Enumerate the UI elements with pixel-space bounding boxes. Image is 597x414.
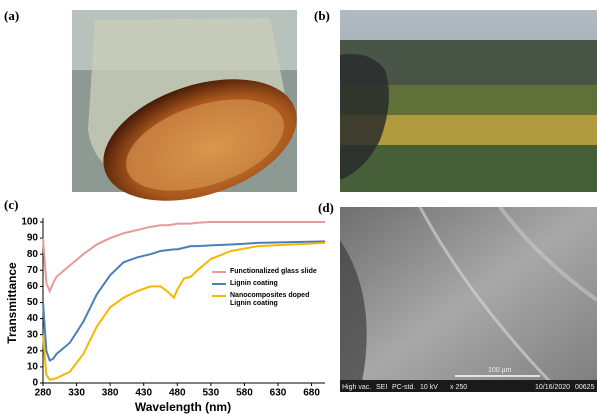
figure-canvas: (a) (b) (c) (d) 100 µm High vac. SEI PC-st… [0, 0, 597, 414]
y-tick-label: 10 [27, 362, 39, 373]
x-tick-label: 280 [35, 388, 52, 399]
x-tick-label: 480 [169, 388, 186, 399]
y-tick-label: 70 [27, 265, 39, 276]
series-line [43, 243, 325, 380]
panel-label: (b) [314, 8, 330, 23]
x-tick-label: 380 [102, 388, 119, 399]
y-tick-label: 60 [27, 281, 39, 292]
x-tick-label: 430 [135, 388, 152, 399]
legend-label: Lignin coating [230, 280, 318, 288]
legend-label: Functionalized glass slide [230, 268, 318, 276]
panel-label: (a) [4, 8, 19, 23]
x-tick-label: 330 [68, 388, 85, 399]
x-tick-label: 630 [270, 388, 287, 399]
y-tick-label: 50 [27, 297, 39, 308]
sem-info: 10/16/2020 [535, 384, 570, 391]
sem-info: SEI [376, 384, 387, 391]
y-tick-label: 40 [27, 313, 39, 324]
x-tick-label: 680 [303, 388, 320, 399]
y-tick-label: 20 [27, 345, 39, 356]
sem-info: 00625 [575, 384, 595, 391]
scale-bar-label: 100 µm [488, 367, 512, 374]
x-tick-label: 580 [236, 388, 253, 399]
sem-info: High vac. [342, 384, 371, 391]
y-tick-label: 90 [27, 233, 39, 244]
sem-info: x 250 [450, 384, 467, 391]
panel-label: (c) [4, 197, 18, 212]
sem-info: PC-std. [392, 384, 415, 391]
photo-a [72, 10, 312, 223]
x-axis-title: Wavelength (nm) [135, 400, 231, 414]
sem-info: 10 kV [420, 384, 438, 391]
sem-image [340, 207, 597, 392]
panel-label: (d) [318, 200, 334, 215]
photo-b [340, 10, 597, 192]
x-tick-label: 530 [203, 388, 220, 399]
y-tick-label: 100 [21, 217, 38, 228]
legend-label: Nanocomposites doped Lignin coating [230, 292, 318, 308]
figure: (a) (b) (c) (d) 100 µm High vac. SEI PC-st… [0, 0, 597, 414]
y-axis-title: Transmittance [5, 262, 19, 344]
y-tick-label: 30 [27, 329, 39, 340]
y-tick-label: 80 [27, 249, 39, 260]
